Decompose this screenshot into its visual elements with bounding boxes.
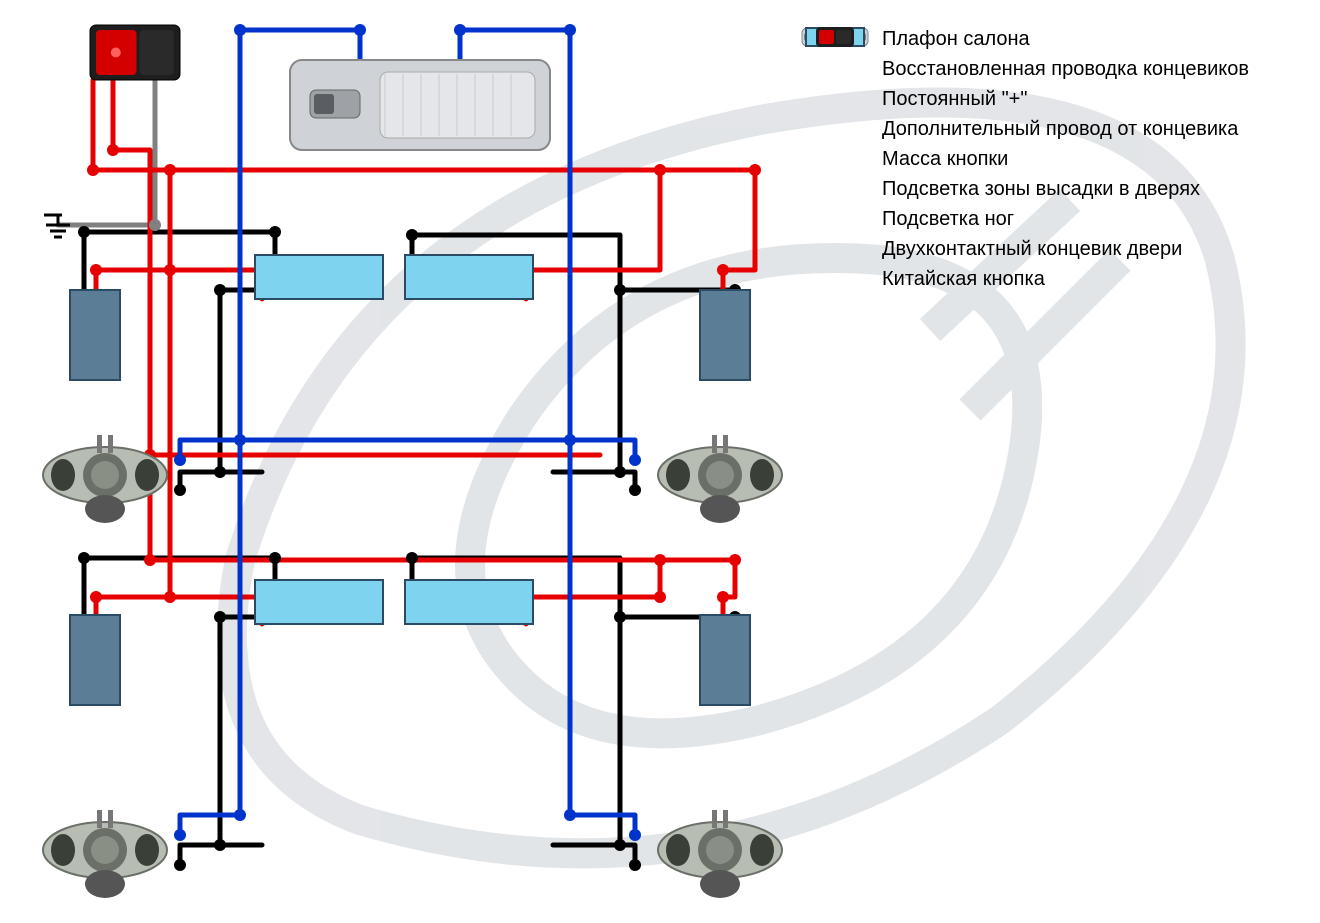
foot-light — [255, 580, 383, 624]
dome-light — [290, 60, 550, 150]
foot-light — [255, 255, 383, 299]
black-node — [174, 859, 186, 871]
legend-swatch — [800, 87, 870, 111]
black-node — [214, 839, 226, 851]
gray-node — [149, 219, 161, 231]
black-wire — [180, 472, 220, 490]
red-node — [717, 591, 729, 603]
legend-label: Дополнительный провод от концевика — [882, 118, 1238, 141]
red-wire — [113, 80, 735, 560]
black-node — [614, 284, 626, 296]
legend-row: Восстановленная проводка концевиков — [800, 54, 1249, 84]
black-node — [406, 552, 418, 564]
red-node — [90, 591, 102, 603]
red-node — [654, 591, 666, 603]
black-node — [78, 226, 90, 238]
legend-label: Постоянный "+" — [882, 88, 1027, 111]
door-zone-light — [70, 290, 120, 380]
legend-swatch — [800, 177, 870, 201]
legend-label: Подсветка ног — [882, 208, 1014, 231]
legend-swatch — [800, 147, 870, 171]
red-node — [749, 164, 761, 176]
blue-node — [629, 829, 641, 841]
legend-swatch — [800, 267, 870, 291]
legend-label: Китайская кнопка — [882, 268, 1045, 291]
black-node — [614, 466, 626, 478]
red-wire — [526, 560, 660, 624]
blue-node — [234, 434, 246, 446]
legend-swatch — [800, 57, 870, 81]
red-node — [729, 554, 741, 566]
foot-light — [405, 580, 533, 624]
door-contact-sensor — [658, 435, 782, 523]
door-zone-light — [700, 290, 750, 380]
legend-row: Масса кнопки — [800, 144, 1249, 174]
blue-node — [454, 24, 466, 36]
black-node — [269, 226, 281, 238]
blue-wire — [240, 30, 360, 60]
blue-wire — [570, 440, 635, 835]
foot-light — [405, 255, 533, 299]
black-node — [78, 552, 90, 564]
black-wire — [84, 558, 275, 615]
red-node — [654, 164, 666, 176]
door-zone-light — [700, 615, 750, 705]
black-node — [629, 484, 641, 496]
legend-row: Постоянный "+" — [800, 84, 1249, 114]
ground-symbol — [44, 215, 70, 237]
red-node — [107, 144, 119, 156]
legend-label: Восстановленная проводка концевиков — [882, 58, 1249, 81]
black-node — [614, 611, 626, 623]
legend-swatch — [800, 117, 870, 141]
red-wire — [96, 170, 170, 615]
rocker-switch — [90, 25, 180, 80]
red-node — [90, 264, 102, 276]
black-node — [269, 552, 281, 564]
legend-label: Подсветка зоны высадки в дверях — [882, 178, 1200, 201]
blue-node — [564, 24, 576, 36]
blue-node — [564, 809, 576, 821]
blue-wire — [180, 440, 240, 835]
red-node — [717, 264, 729, 276]
legend-row: Двухконтактный концевик двери — [800, 234, 1249, 264]
legend-label: Плафон салона — [882, 28, 1030, 51]
black-node — [629, 859, 641, 871]
black-node — [214, 466, 226, 478]
red-node — [87, 164, 99, 176]
blue-node — [234, 24, 246, 36]
black-node — [214, 611, 226, 623]
legend-row: Китайская кнопка — [800, 264, 1249, 294]
legend-swatch — [800, 237, 870, 261]
blue-node — [174, 454, 186, 466]
blue-node — [564, 434, 576, 446]
legend-row: Подсветка ног — [800, 204, 1249, 234]
black-node — [174, 484, 186, 496]
red-node — [164, 591, 176, 603]
black-wire — [180, 845, 220, 865]
blue-node — [629, 454, 641, 466]
legend-row: Дополнительный провод от концевика — [800, 114, 1249, 144]
red-wire — [723, 560, 735, 615]
legend-swatch — [800, 207, 870, 231]
legend-label: Масса кнопки — [882, 148, 1008, 171]
legend: Плафон салона Восстановленная проводка ко… — [800, 24, 1249, 294]
black-wire — [84, 232, 275, 290]
door-zone-light — [70, 615, 120, 705]
red-node — [164, 264, 176, 276]
red-node — [164, 164, 176, 176]
door-contact-sensor — [658, 810, 782, 898]
black-node — [614, 839, 626, 851]
blue-node — [354, 24, 366, 36]
black-node — [406, 229, 418, 241]
legend-row: Подсветка зоны высадки в дверях — [800, 174, 1249, 204]
red-wire — [170, 270, 262, 299]
blue-node — [234, 809, 246, 821]
black-node — [214, 284, 226, 296]
red-node — [144, 554, 156, 566]
red-node — [654, 554, 666, 566]
blue-wire — [180, 30, 240, 460]
blue-node — [174, 829, 186, 841]
door-contact-sensor — [43, 810, 167, 898]
legend-label: Двухконтактный концевик двери — [882, 238, 1182, 261]
